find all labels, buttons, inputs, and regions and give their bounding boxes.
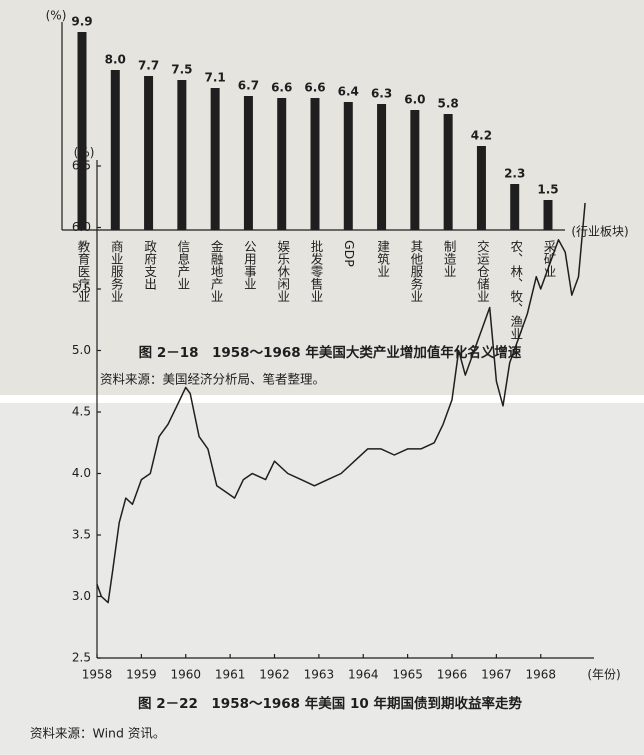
- chart-source: 资料来源：美国经济分析局、笔者整理。: [100, 372, 325, 387]
- x-tick-label: 批发零售业: [309, 239, 324, 303]
- chart-source: 资料来源：Wind 资讯。: [30, 726, 165, 741]
- x-tick-label: 金融地产业: [209, 239, 224, 303]
- y-tick-label: 3.0: [72, 589, 91, 603]
- y-tick-label: 5.0: [72, 343, 91, 357]
- value-label: 1.5: [537, 183, 558, 197]
- bar: [77, 32, 87, 230]
- value-label: 6.3: [371, 87, 392, 101]
- chart-caption: 图 2－18 1958～1968 年美国大类产业增加值年化名义增速: [139, 344, 522, 361]
- y-tick-label: 6.0: [72, 220, 91, 234]
- x-tick-label: 公用事业: [242, 240, 257, 290]
- y-axis-label: (%): [46, 9, 67, 23]
- value-label: 7.1: [205, 71, 226, 85]
- bar: [410, 110, 420, 230]
- value-label: 6.0: [404, 93, 425, 107]
- bar: [144, 76, 154, 230]
- value-label: 6.7: [238, 79, 259, 93]
- value-label: 8.0: [105, 53, 126, 67]
- x-tick-label: 制造业: [442, 240, 457, 278]
- y-tick-label: 4.0: [72, 466, 91, 480]
- value-label: 6.6: [304, 81, 325, 95]
- chart-caption: 图 2－22 1958～1968 年美国 10 年期国债到期收益率走势: [138, 695, 522, 712]
- y-tick-label: 3.5: [72, 528, 91, 542]
- page-bottom-background: [0, 403, 644, 755]
- bar: [177, 80, 187, 230]
- y-tick-label: 6.5: [72, 159, 91, 173]
- bar: [310, 98, 320, 230]
- bar: [443, 114, 453, 230]
- x-tick-label: 1961: [215, 668, 246, 682]
- x-tick-label: 信息产业: [175, 240, 190, 290]
- value-label: 6.4: [338, 85, 359, 99]
- x-tick-label: 政府支出: [142, 240, 157, 290]
- page-top-background: [0, 0, 644, 395]
- x-tick-label: 1960: [170, 668, 201, 682]
- x-tick-label: 1959: [126, 668, 157, 682]
- bar: [476, 146, 486, 230]
- bar: [277, 98, 287, 230]
- x-tick-label: 1958: [82, 668, 113, 682]
- x-tick-label: 其他服务业: [408, 240, 423, 303]
- x-tick-label: 1962: [259, 668, 290, 682]
- x-tick-label: 农、林、牧、渔业: [508, 240, 523, 340]
- x-tick-label: 采矿业: [542, 240, 557, 278]
- x-tick-label: 1964: [348, 668, 379, 682]
- x-tick-label: 商业服务业: [109, 239, 124, 303]
- page-gap: [0, 395, 644, 403]
- x-tick-label: 1968: [525, 668, 556, 682]
- value-label: 2.3: [504, 167, 525, 181]
- bar: [543, 200, 553, 230]
- x-axis-label: (年份): [587, 668, 620, 682]
- bar: [377, 104, 387, 230]
- value-label: 7.7: [138, 59, 159, 73]
- value-label: 9.9: [71, 15, 92, 29]
- y-tick-label: 4.5: [72, 405, 91, 419]
- value-label: 5.8: [438, 97, 459, 111]
- bar: [110, 70, 120, 230]
- bar: [210, 88, 220, 230]
- bar: [243, 96, 253, 230]
- x-tick-label: 娱乐休闲业: [275, 240, 290, 303]
- bar: [343, 102, 353, 230]
- x-tick-label: GDP: [342, 240, 357, 267]
- x-tick-label: 1966: [437, 668, 468, 682]
- x-tick-label: 建筑业: [375, 240, 390, 278]
- y-tick-label: 5.5: [72, 282, 91, 296]
- value-label: 4.2: [471, 129, 492, 143]
- x-tick-label: 交运仓储业: [475, 239, 490, 303]
- x-tick-label: 1965: [392, 668, 423, 682]
- value-label: 6.6: [271, 81, 292, 95]
- line-series: [96, 202, 586, 604]
- x-tick-label: 教育医疗业: [76, 239, 91, 303]
- y-tick-label: 2.5: [72, 651, 91, 665]
- value-label: 7.5: [171, 63, 192, 77]
- x-tick-label: 1967: [481, 668, 512, 682]
- x-axis-label: (行业板块): [571, 225, 628, 239]
- x-tick-label: 1963: [304, 668, 335, 682]
- bar: [510, 184, 520, 230]
